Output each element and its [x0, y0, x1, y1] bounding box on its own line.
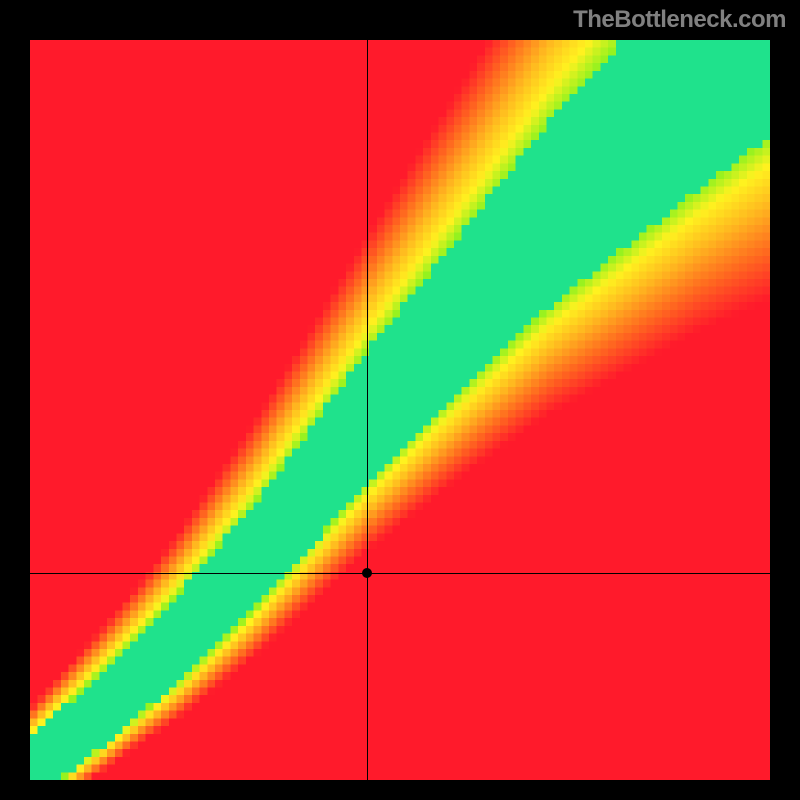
crosshair-vertical: [367, 40, 368, 780]
heatmap-canvas: [30, 40, 770, 780]
attribution-label: TheBottleneck.com: [573, 6, 786, 34]
data-point-marker: [362, 568, 372, 578]
chart-container: TheBottleneck.com: [0, 0, 800, 800]
crosshair-horizontal: [30, 573, 770, 574]
plot-area: [30, 40, 770, 780]
